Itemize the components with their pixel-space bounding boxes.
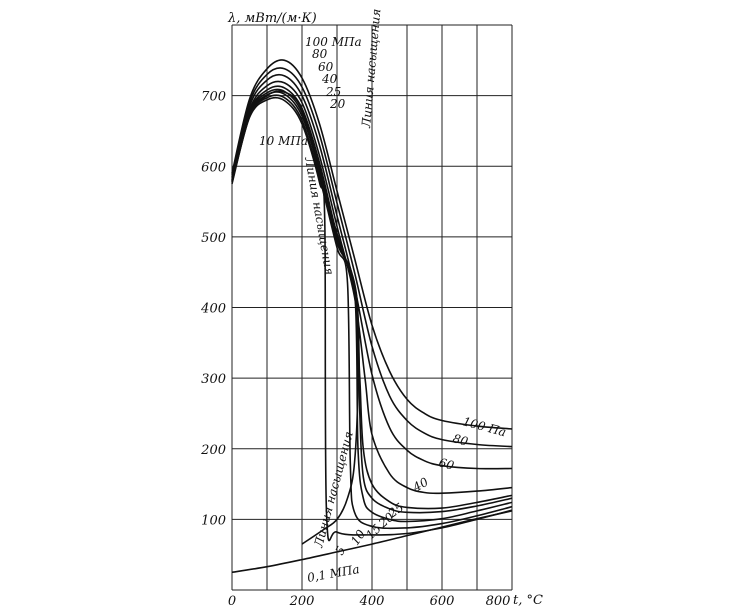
x-tick-label: 800	[486, 594, 511, 609]
saturation-line-liquid	[231, 90, 358, 296]
isobar-line	[231, 510, 513, 574]
y-tick-label: 100	[201, 513, 226, 528]
curve-legend-label: 60	[318, 60, 334, 74]
curve-label: 40	[410, 475, 431, 495]
saturation-label-top: Линия насыщения	[359, 8, 383, 129]
isobar-line	[231, 67, 513, 448]
saturation-line-vapor	[301, 294, 359, 545]
y-tick-label: 300	[201, 372, 226, 387]
x-tick-label: 200	[289, 594, 315, 609]
curve-legend-label: 25	[325, 85, 341, 99]
curve-legend-label: 20	[329, 97, 346, 111]
grid	[231, 24, 513, 591]
y-axis-title: λ, мВт/(м·К)	[227, 11, 317, 26]
isobar-line	[231, 94, 513, 530]
saturation-label-bottom: Линия насыщения	[311, 430, 356, 550]
curve-label: 60	[437, 455, 456, 473]
curve-legend-label: 100 МПа	[305, 35, 362, 49]
curve-legend-label: 10 МПа	[259, 134, 308, 148]
x-tick-label: 600	[430, 594, 455, 609]
curve-legend-label: 80	[312, 47, 328, 61]
curve-label: 0,1 МПа	[306, 562, 360, 585]
x-axis-title: t, °C	[513, 593, 543, 608]
y-tick-label: 600	[201, 160, 226, 175]
isobar-line	[231, 59, 513, 430]
y-tick-label: 200	[200, 443, 226, 458]
curve-label: 80	[451, 431, 470, 449]
curve-label: 5	[332, 544, 348, 558]
x-tick-label: 0	[228, 594, 236, 609]
axes: 0 200 400 600 800 100 200 300 400 500 600 700	[200, 90, 510, 609]
curves	[231, 59, 513, 574]
x-tick-label: 400	[359, 594, 385, 609]
curve-legend-label: 40	[321, 72, 338, 86]
y-tick-label: 400	[200, 302, 226, 317]
y-tick-label: 500	[201, 231, 226, 246]
y-tick-label: 700	[201, 90, 226, 105]
isobar-line	[231, 88, 513, 514]
